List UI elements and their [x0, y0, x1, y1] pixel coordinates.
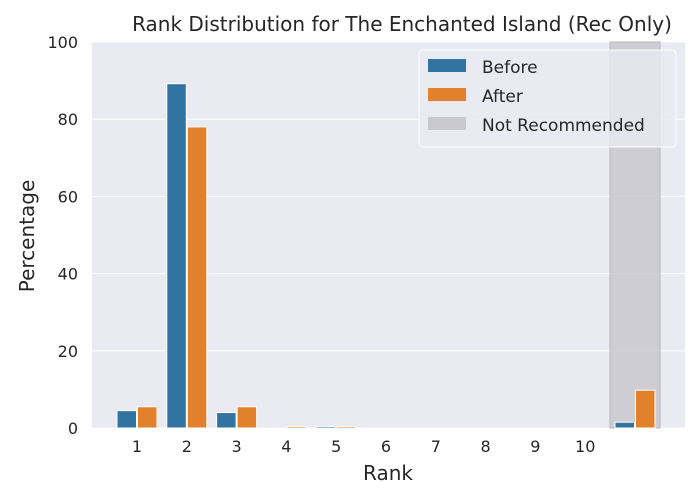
legend-swatch-before — [428, 59, 466, 72]
x-tick-label: 2 — [182, 437, 192, 456]
bar-after-4 — [286, 425, 307, 429]
bar-before-5 — [315, 425, 337, 429]
bar-before-1 — [116, 410, 137, 429]
x-tick-labels: 1 2 3 4 5 6 7 8 9 10 — [132, 437, 595, 456]
y-tick-label: 60 — [58, 187, 78, 206]
legend-swatch-not-recommended — [428, 117, 466, 130]
bar-after-1 — [137, 406, 158, 429]
x-tick-label: 7 — [431, 437, 441, 456]
chart-title: Rank Distribution for The Enchanted Isla… — [132, 12, 672, 36]
bar-after-2 — [186, 126, 208, 429]
legend-box — [418, 49, 677, 148]
bars — [116, 83, 656, 429]
bar-before-2 — [166, 83, 187, 429]
y-axis-label: Percentage — [15, 180, 39, 293]
x-tick-label: 10 — [575, 437, 595, 456]
x-tick-label: 1 — [132, 437, 142, 456]
y-tick-label: 80 — [58, 110, 78, 129]
y-tick-label: 100 — [47, 33, 78, 52]
legend-label-not-recommended: Not Recommended — [482, 116, 645, 136]
bar-after-nr — [635, 389, 656, 429]
y-tick-label: 40 — [58, 265, 78, 284]
x-axis-label: Rank — [363, 461, 413, 485]
x-tick-label: 4 — [281, 437, 291, 456]
legend: Before After Not Recommended — [418, 49, 677, 148]
x-tick-label: 9 — [530, 437, 540, 456]
legend-swatch-after — [428, 88, 466, 101]
legend-label-after: After — [482, 87, 523, 107]
legend-label-before: Before — [482, 58, 538, 78]
x-tick-label: 3 — [232, 437, 242, 456]
y-tick-label: 20 — [58, 342, 78, 361]
bar-before-nr — [614, 421, 635, 429]
x-tick-label: 8 — [481, 437, 491, 456]
bar-after-3 — [236, 406, 258, 429]
bar-after-5 — [336, 425, 357, 429]
y-tick-labels: 0 20 40 60 80 100 — [47, 33, 78, 438]
x-tick-label: 5 — [331, 437, 341, 456]
bar-before-3 — [216, 412, 237, 429]
y-tick-label: 0 — [68, 419, 78, 438]
x-tick-label: 6 — [381, 437, 391, 456]
